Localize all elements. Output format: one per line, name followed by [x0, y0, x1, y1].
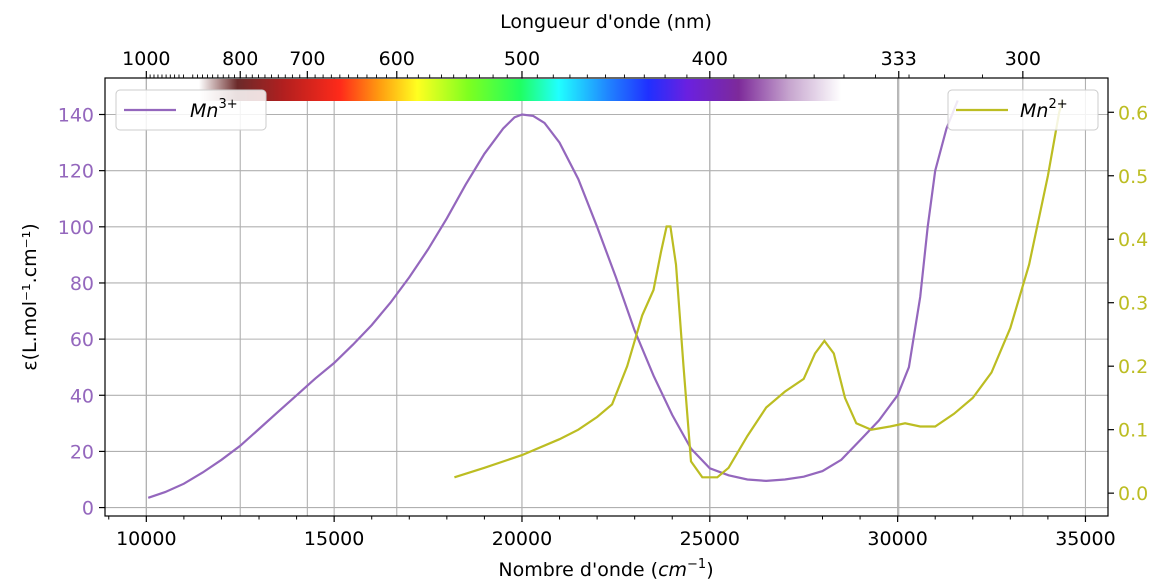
- bottom-axis: 10000 15000 20000 25000 30000 35000: [108, 516, 1116, 550]
- legend-mn2: Mn2+: [947, 89, 1099, 131]
- x-tick-label: 25000: [680, 528, 740, 550]
- top-tick-label: 333: [881, 48, 917, 70]
- y-left-tick-label: 140: [58, 105, 94, 127]
- y-left-tick-label: 60: [70, 329, 94, 351]
- top-tick-label: 400: [692, 48, 728, 70]
- legend-mn3-label: Mn3+: [190, 97, 238, 122]
- y-right-tick-label: 0.1: [1118, 420, 1148, 442]
- top-tick-label: 300: [1005, 48, 1041, 70]
- right-axis: 0.0 0.1 0.2 0.3 0.4 0.5 0.6: [1108, 102, 1148, 505]
- y-left-tick-label: 20: [70, 441, 94, 463]
- plot-frame: [104, 77, 1109, 517]
- y-left-tick-label: 120: [58, 161, 94, 183]
- legend-mn2-label: Mn2+: [1020, 97, 1068, 122]
- x-tick-label: 20000: [492, 528, 552, 550]
- y-right-tick-label: 0.5: [1118, 166, 1148, 188]
- y-right-tick-label: 0.6: [1118, 102, 1148, 124]
- x-axis-title: Nombre d'onde (cm−1): [498, 557, 713, 581]
- y-axis-title: ε(L.mol⁻¹.cm⁻¹): [19, 223, 41, 370]
- y-left-tick-label: 80: [70, 273, 94, 295]
- y-right-tick-label: 0.3: [1118, 293, 1148, 315]
- plot-background: [105, 78, 1108, 516]
- top-tick-label: 500: [504, 48, 540, 70]
- y-right-tick-label: 0.2: [1118, 356, 1148, 378]
- x-tick-label: 35000: [1055, 528, 1115, 550]
- top-axis-title: Longueur d'onde (nm): [500, 11, 712, 33]
- y-left-tick-label: 100: [58, 217, 94, 239]
- y-right-tick-label: 0.0: [1118, 483, 1148, 505]
- top-tick-label: 800: [222, 48, 258, 70]
- y-left-tick-label: 40: [70, 385, 94, 407]
- y-right-tick-label: 0.4: [1118, 229, 1148, 251]
- grid-lines: [105, 78, 1108, 516]
- left-axis: 0 20 40 60 80 100 120 140: [58, 105, 105, 520]
- series-line-mn3: [147, 100, 959, 499]
- y-left-tick-label: 0: [82, 498, 94, 520]
- top-tick-label: 600: [379, 48, 415, 70]
- x-tick-label: 30000: [867, 528, 927, 550]
- visible-spectrum-bar: [198, 79, 842, 101]
- series-line-mn2: [454, 99, 1064, 479]
- x-tick-label: 15000: [304, 528, 364, 550]
- top-axis: 1000 800 700 600 500 400 333 300: [122, 48, 1041, 78]
- x-tick-label: 10000: [116, 528, 176, 550]
- legend-mn3: Mn3+: [115, 89, 267, 131]
- top-tick-label: 700: [289, 48, 325, 70]
- top-tick-label: 1000: [122, 48, 170, 70]
